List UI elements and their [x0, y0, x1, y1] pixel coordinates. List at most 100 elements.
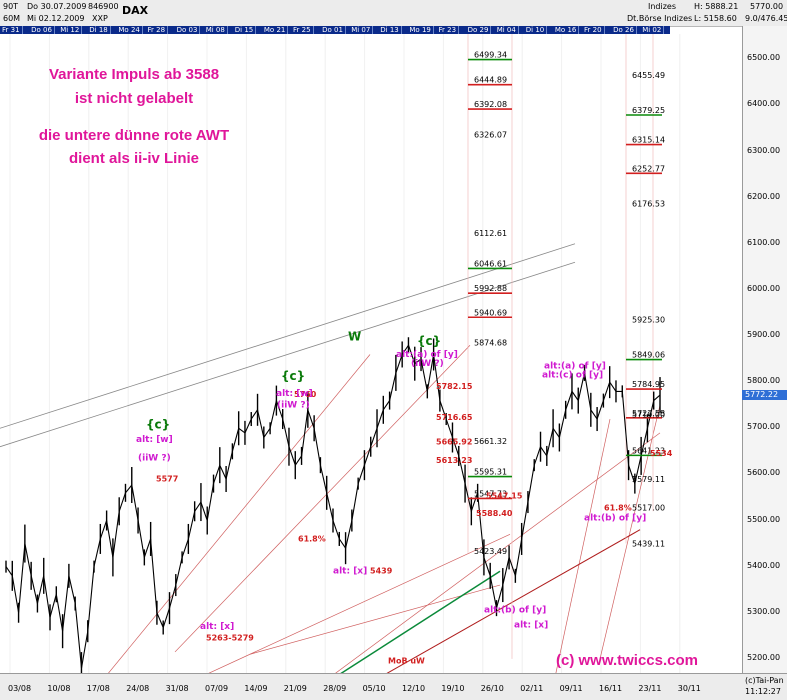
- x-tick-label: 23/11: [638, 684, 662, 693]
- wave-label: (iiW ?): [277, 401, 310, 411]
- note-line-1: Variante Impuls ab 3588: [48, 66, 220, 83]
- y-tick-label: 5700.00: [747, 422, 781, 432]
- y-axis: 5200.00 5300.00 5400.00 5500.00 5600.00 5700.…: [742, 26, 787, 673]
- awt-line: [555, 418, 611, 673]
- fib-level-label: 6455.49: [632, 71, 665, 80]
- date-tab[interactable]: Mi 12: [58, 26, 83, 34]
- price-chart[interactable]: 6499.34 6444.89 6392.08 6326.07 6112.61 6046.…: [0, 34, 742, 673]
- time-axis: (c)Tai-Pan 11:12:27 03/08 10/08 17/08 24/08…: [0, 673, 787, 700]
- date-tab[interactable]: Fr 23: [437, 26, 460, 34]
- date-tab[interactable]: Do 03: [175, 26, 201, 34]
- awt-line: [174, 345, 471, 653]
- x-tick-label: 03/08: [8, 684, 32, 693]
- fib-level-label: 5547.73: [474, 489, 507, 498]
- wave-label: alt: [x]: [514, 620, 548, 630]
- date-tab[interactable]: Di 18: [87, 26, 111, 34]
- y-tick-label: 5900.00: [747, 330, 781, 340]
- date-tab[interactable]: Mi 02: [640, 26, 665, 34]
- x-tick-label: 14/09: [244, 684, 268, 693]
- fib-level-label: 5641.23: [632, 446, 665, 455]
- price-label: 5577: [156, 474, 178, 483]
- wave-label: {c}: [146, 417, 170, 431]
- start-date: Do 30.07.2009: [27, 2, 87, 11]
- fib-level-label: 6252.77: [632, 164, 665, 173]
- fib-level-label: 5579.11: [632, 475, 665, 484]
- date-tab[interactable]: Fr 28: [146, 26, 169, 34]
- wave-label: alt: [w]: [136, 435, 173, 445]
- upper-trend-line: [0, 243, 576, 429]
- date-tab[interactable]: Mo 24: [116, 26, 143, 34]
- date-tab-bar[interactable]: Fr 31 Do 06 Mi 12 Di 18 Mo 24 Fr 28 Do 03 Mi 08…: [0, 26, 670, 34]
- date-tab[interactable]: Mi 07: [349, 26, 374, 34]
- wave-label: {c}: [417, 334, 441, 348]
- fib-level-label: 6499.34: [474, 51, 507, 60]
- fib-level-label: 5439.11: [632, 540, 665, 549]
- fib-level-label: 5722.58: [632, 409, 665, 418]
- price-label: 5547.15: [486, 491, 523, 500]
- fib-level-label: 5719.00: [632, 410, 665, 419]
- awt-line: [108, 354, 371, 673]
- date-tab[interactable]: Mi 04: [495, 26, 519, 34]
- fib-level-label: 5925.30: [632, 315, 665, 324]
- fib-level-label: 5784.95: [632, 380, 665, 389]
- wave-label: alt:(a) of [y]: [396, 350, 458, 360]
- x-tick-label: 19/10: [441, 684, 465, 693]
- y-tick-label: 5300.00: [747, 606, 781, 616]
- date-tab[interactable]: Mi 08: [204, 26, 228, 34]
- period-label: 90T: [3, 2, 19, 11]
- fib-level-label: 6326.07: [474, 131, 507, 140]
- fib-level-label: 5423.49: [474, 547, 507, 556]
- x-tick-label: 07/09: [205, 684, 229, 693]
- fib-level-label: 6112.61: [474, 229, 507, 238]
- date-tab[interactable]: Mo 19: [407, 26, 434, 34]
- date-tab[interactable]: Di 15: [233, 26, 257, 34]
- awt-line: [335, 432, 661, 673]
- price-label: 61.8%: [604, 503, 632, 512]
- price-label: 5665.92: [436, 437, 472, 446]
- wave-label: (iiW ?): [138, 454, 171, 464]
- fib-level-label: 5874.68: [474, 339, 507, 348]
- date-tab[interactable]: Do 01: [320, 26, 346, 34]
- date-tab[interactable]: Mo 16: [553, 26, 580, 34]
- date-tab[interactable]: Fr 20: [582, 26, 605, 34]
- last-value: 5770.00: [750, 2, 784, 11]
- fib-level-label: 5849.06: [632, 351, 665, 360]
- fib-level-label: 6176.53: [632, 199, 665, 208]
- x-tick-label: 16/11: [599, 684, 623, 693]
- date-tab[interactable]: Do 06: [29, 26, 55, 34]
- wave-label: alt:(a) of [y]: [544, 361, 606, 371]
- x-tick-label: 17/08: [86, 684, 110, 693]
- price-label: 5439: [370, 567, 393, 576]
- wave-label: W: [348, 330, 361, 344]
- fib-level-label: 5661.32: [474, 437, 507, 446]
- wave-label: alt:(c) of [y]: [542, 371, 603, 381]
- high-value: H: 5888.21: [694, 2, 739, 11]
- clock-label: 11:12:27: [745, 687, 781, 696]
- y-tick-label: 6100.00: [747, 237, 781, 247]
- security-code: 846900: [88, 2, 119, 11]
- date-tab[interactable]: Do 26: [611, 26, 637, 34]
- x-tick-label: 12/10: [402, 684, 426, 693]
- y-tick-label: 5200.00: [747, 652, 781, 662]
- date-tab[interactable]: Di 13: [378, 26, 402, 34]
- fib-level-label: 5992.88: [474, 284, 507, 293]
- date-tab[interactable]: Di 10: [524, 26, 548, 34]
- price-label: 61.8%: [298, 534, 326, 543]
- fib-level-label: 6046.61: [474, 259, 507, 268]
- wave-label: alt:(b) of [y]: [584, 514, 646, 524]
- y-tick-label: 5500.00: [747, 514, 781, 524]
- green-channel-line: [340, 570, 501, 673]
- date-tab[interactable]: Fr 31: [0, 26, 23, 34]
- price-label: 5613.23: [436, 456, 472, 465]
- x-tick-label: 31/08: [165, 684, 189, 693]
- chart-header: 90T Do 30.07.2009 846900 DAX 60M Mi 02.1…: [0, 0, 787, 27]
- date-tab[interactable]: Fr 25: [291, 26, 314, 34]
- awt-line: [599, 405, 661, 659]
- y-tick-label: 5600.00: [747, 468, 781, 478]
- x-tick-label: 10/08: [47, 684, 71, 693]
- y-tick-label: 6300.00: [747, 145, 781, 155]
- y-tick-label: 5400.00: [747, 560, 781, 570]
- date-tab[interactable]: Mo 21: [262, 26, 289, 34]
- fib-level-label: 5595.31: [474, 468, 507, 477]
- date-tab[interactable]: Do 29: [466, 26, 492, 34]
